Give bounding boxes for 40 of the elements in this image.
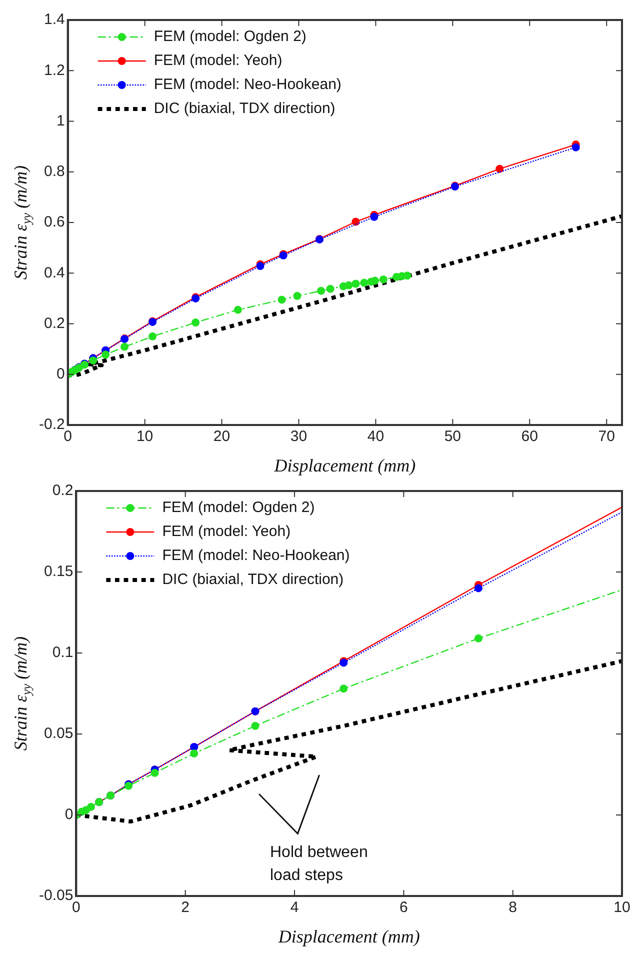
y-axis-title: Strain εyy (m/m) [10, 636, 34, 751]
x-tick-label: 6 [400, 899, 408, 916]
x-tick-label: 10 [614, 899, 630, 916]
y-tick-label: -0.2 [38, 416, 65, 434]
x-tick-label: 4 [290, 899, 299, 916]
annotation: Hold between load steps [270, 843, 368, 886]
y-tick-label: -0.05 [38, 887, 74, 904]
x-tick-label: 10 [136, 428, 154, 446]
legend-label: FEM (model: Yeoh) [154, 52, 282, 70]
x-tick-label: 2 [181, 899, 190, 916]
y-tick-label: 0.4 [44, 264, 65, 282]
y-tick-label: 0 [64, 806, 74, 824]
x-tick-label: 70 [598, 428, 615, 446]
legend-label: FEM (model: Ogden 2) [162, 499, 315, 516]
x-tick-label: 20 [213, 428, 230, 446]
legend-label: DIC (biaxial, TDX direction) [154, 100, 336, 118]
y-tick-label: 0 [56, 366, 65, 383]
x-tick-label: 50 [444, 428, 462, 446]
x-tick-label: 30 [290, 428, 308, 446]
y-tick-label: 1 [56, 112, 65, 130]
y-tick-label: 0.6 [44, 214, 65, 231]
legend-label: FEM (model: Yeoh) [162, 523, 291, 540]
x-tick-label: 8 [508, 899, 518, 916]
x-tick-label: 60 [521, 428, 538, 446]
x-tick-label: 40 [367, 428, 384, 446]
y-tick-label: 0.05 [44, 725, 74, 742]
legend-label: FEM (model: Neo-Hookean) [154, 76, 342, 94]
y-tick-label: 0.2 [44, 314, 65, 332]
legend-label: FEM (model: Neo-Hookean) [162, 547, 350, 564]
y-tick-label: 1.2 [44, 62, 65, 79]
y-tick-label: 0.8 [44, 163, 65, 180]
y-tick-label: 1.4 [44, 11, 65, 28]
y-tick-label: 0.1 [52, 644, 74, 662]
y-tick-label: 0.2 [52, 482, 74, 500]
x-axis-title: Displacement (mm) [273, 456, 416, 476]
y-axis-title: Strain εyy (m/m) [10, 165, 34, 280]
legend-label: DIC (biaxial, TDX direction) [162, 571, 344, 588]
x-axis-title: Displacement (mm) [277, 926, 420, 947]
y-tick-label: 0.15 [44, 563, 74, 580]
legend-label: FEM (model: Ogden 2) [154, 28, 306, 46]
